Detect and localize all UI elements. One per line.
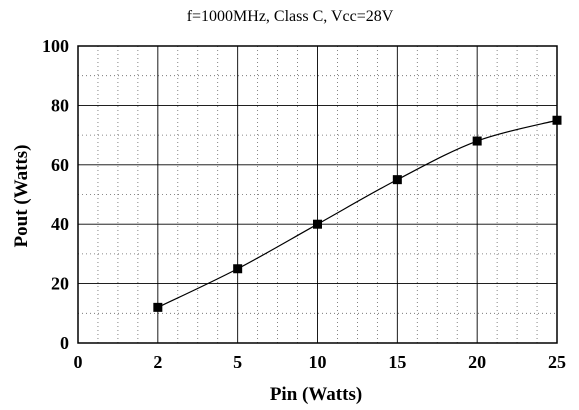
y-tick-label: 100 — [42, 36, 69, 56]
x-tick-label: 10 — [309, 352, 327, 372]
data-point-marker — [153, 302, 163, 312]
y-tick-label: 20 — [51, 274, 69, 294]
x-tick-label: 15 — [388, 352, 406, 372]
data-point-marker — [392, 175, 402, 185]
y-tick-label: 40 — [51, 214, 69, 234]
data-point-marker — [313, 219, 322, 229]
x-tick-label: 0 — [74, 352, 83, 372]
series-line — [157, 119, 558, 308]
data-point-marker — [552, 115, 562, 125]
x-axis-ticks: 0 2 5 10 15 20 25 — [74, 352, 567, 372]
data-point-marker — [233, 264, 243, 274]
y-axis-label: Pout (Watts) — [11, 145, 32, 248]
x-tick-label: 25 — [548, 352, 566, 372]
minor-grid — [78, 46, 557, 343]
data-point-marker — [472, 136, 482, 146]
y-tick-label: 60 — [51, 155, 69, 175]
major-grid — [78, 46, 557, 343]
x-tick-label: 2 — [153, 352, 162, 372]
plot-frame — [77, 45, 558, 344]
y-tick-label: 80 — [51, 95, 69, 115]
chart-title: f=1000MHz, Class C, Vcc=28V — [187, 8, 394, 25]
x-axis-label: Pin (Watts) — [270, 384, 362, 405]
x-tick-label: 5 — [233, 352, 242, 372]
y-tick-label: 0 — [60, 333, 69, 353]
y-axis-ticks: 0 20 40 60 80 100 — [42, 36, 69, 353]
series-layer — [153, 115, 562, 312]
x-tick-label: 20 — [468, 352, 486, 372]
